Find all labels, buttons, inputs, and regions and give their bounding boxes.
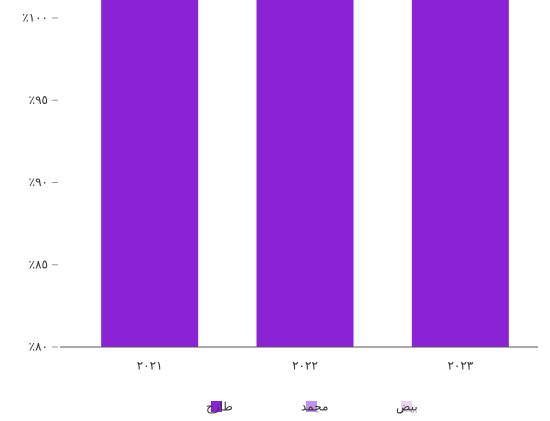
x-tick-label: ٢٠٢٣ [447,359,473,373]
legend-swatch [211,401,222,412]
bar-segment [101,0,199,347]
bar-segment [256,0,354,347]
x-tick-label: ٢٠٢٢ [292,359,318,373]
legend-swatch [306,401,317,412]
legend-swatch [401,401,412,412]
legend-label: طازج [206,400,233,415]
y-tick-label: ٪١٠٠ [22,11,48,25]
bar-segment [411,0,509,347]
legend-label: مجمد [301,400,328,414]
y-tick-label: ٪٩٥ [29,93,48,107]
y-tick-label: ٪٨٠ [29,340,48,354]
legend-label: بيض [396,400,418,415]
y-tick-label: ٪٨٥ [29,257,48,271]
x-tick-label: ٢٠٢١ [137,359,163,373]
y-tick-label: ٪٩٠ [29,175,48,189]
